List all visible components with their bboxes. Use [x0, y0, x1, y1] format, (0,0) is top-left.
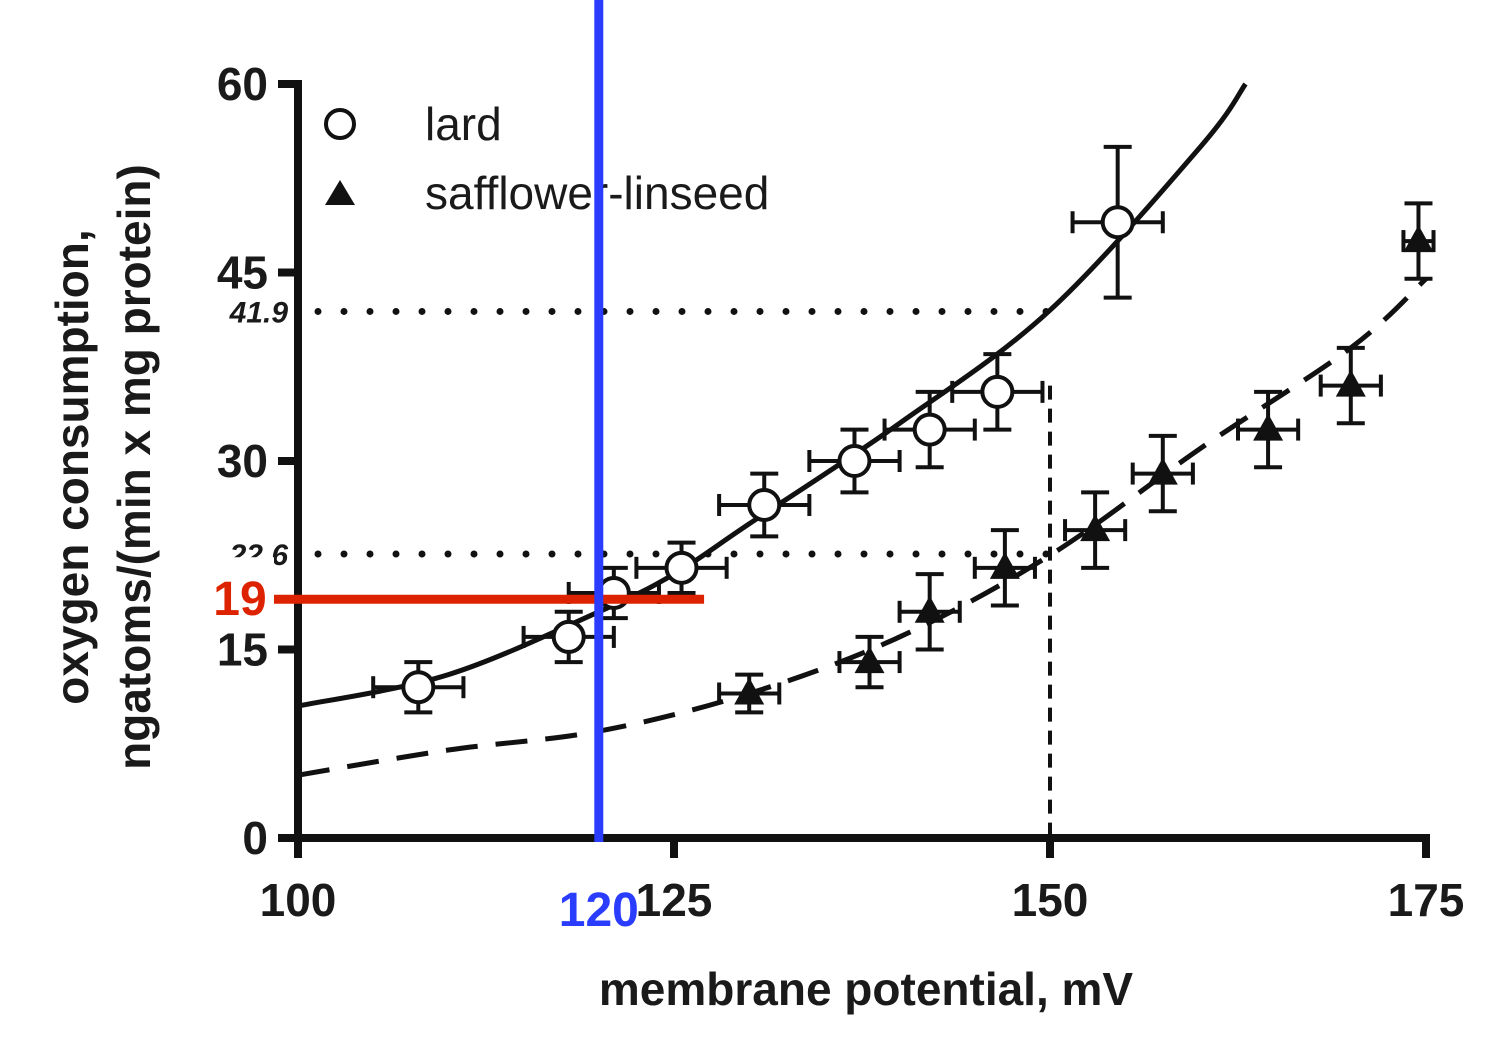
data-point-lard: [950, 352, 1045, 432]
circle-marker: [980, 374, 1015, 409]
data-point-safflower-linseed: [972, 528, 1037, 608]
circle-marker: [1100, 205, 1135, 240]
legend-marker-lard: [324, 108, 356, 140]
triangle-marker: [989, 551, 1020, 579]
reference-label: 41.9: [229, 296, 289, 329]
data-point-lard: [1070, 144, 1165, 300]
annotation-label-19: 19: [213, 573, 266, 626]
triangle-marker: [1335, 369, 1366, 397]
axes: [278, 80, 1430, 858]
data-point-safflower-linseed: [1130, 433, 1195, 514]
circle-marker: [912, 412, 947, 447]
data-point-lard: [521, 609, 616, 665]
data-point-safflower-linseed: [897, 572, 962, 652]
triangle-marker: [1080, 514, 1111, 542]
y-tick-label: 45: [217, 247, 268, 299]
y-axis-title-line-2: ngatoms/(min x mg protein): [108, 164, 160, 770]
legend-label-lard: lard: [425, 98, 502, 150]
y-tick-label: 60: [217, 58, 268, 110]
data-point-lard: [371, 660, 466, 715]
circle-marker: [837, 444, 872, 478]
data-point-lard: [634, 540, 729, 595]
data-point-lard: [717, 471, 812, 539]
data-point-lard: [566, 565, 661, 621]
data-point-safflower-linseed: [1401, 201, 1436, 281]
y-tick-label: 15: [217, 624, 268, 676]
annotations: 19 120: [198, 0, 705, 937]
data-point-safflower-linseed: [1063, 490, 1128, 570]
circle-marker: [664, 550, 699, 585]
data-point-safflower-linseed: [837, 634, 902, 690]
data-point-safflower-linseed: [1318, 345, 1383, 426]
tick-labels: 0 15 30 45 60 100 125 150 175: [217, 58, 1465, 926]
x-tick-label: 125: [636, 874, 713, 926]
triangle-marker: [1147, 457, 1178, 485]
data-point-safflower-linseed: [717, 672, 782, 715]
triangle-marker: [854, 646, 885, 674]
x-tick-label: 150: [1012, 874, 1089, 926]
triangle-marker: [914, 595, 945, 623]
circle-marker: [747, 487, 782, 522]
circle-marker: [551, 619, 586, 654]
triangle-marker: [1403, 225, 1434, 253]
y-tick-label: 0: [242, 812, 268, 864]
y-tick-label: 30: [217, 435, 268, 487]
data-point-lard: [882, 389, 977, 470]
x-tick-label: 100: [260, 874, 337, 926]
data-point-lard: [807, 427, 902, 495]
data-points: [371, 144, 1436, 715]
triangle-marker: [1253, 413, 1284, 441]
x-axis-title: membrane potential, mV: [599, 963, 1134, 1015]
x-tick-label: 175: [1388, 874, 1465, 926]
legend: lard safflower-linseed: [324, 98, 769, 219]
legend-marker-safflower-linseed: [325, 180, 355, 205]
annotation-label-120: 120: [559, 884, 639, 937]
annotation-label-background: [198, 557, 274, 618]
data-point-safflower-linseed: [1236, 389, 1301, 470]
fit-curve-safflower-linseed: [297, 276, 1428, 778]
y-axis-title-line-1: oxygen consumption,: [46, 229, 98, 704]
circle-marker: [401, 670, 436, 705]
triangle-marker: [734, 677, 765, 705]
